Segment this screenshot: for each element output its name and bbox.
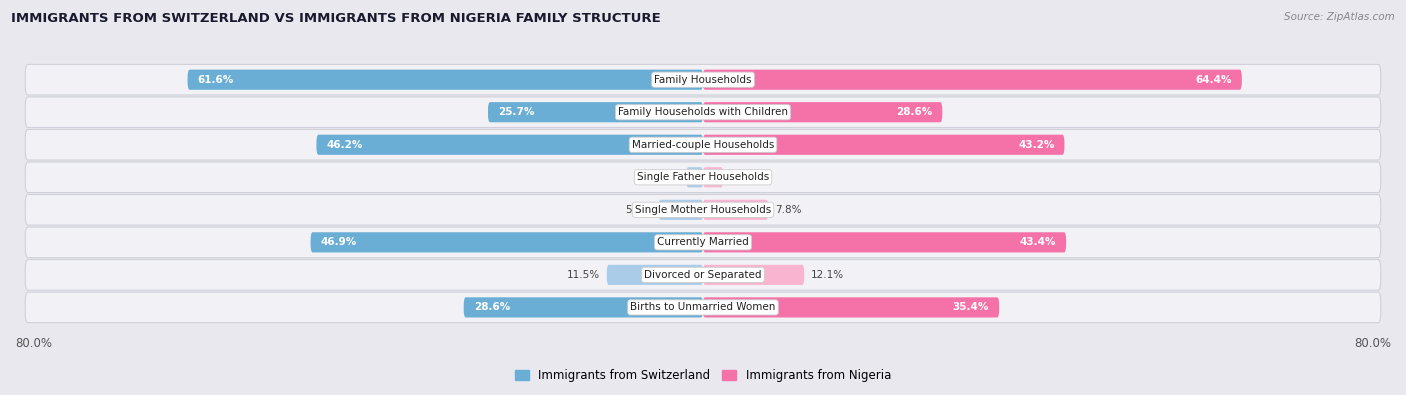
FancyBboxPatch shape bbox=[658, 200, 703, 220]
FancyBboxPatch shape bbox=[25, 194, 1381, 225]
Text: 2.0%: 2.0% bbox=[654, 172, 679, 182]
Text: 7.8%: 7.8% bbox=[775, 205, 801, 215]
Text: Source: ZipAtlas.com: Source: ZipAtlas.com bbox=[1284, 12, 1395, 22]
Legend: Immigrants from Switzerland, Immigrants from Nigeria: Immigrants from Switzerland, Immigrants … bbox=[510, 364, 896, 387]
Text: 43.4%: 43.4% bbox=[1019, 237, 1056, 247]
Text: 28.6%: 28.6% bbox=[896, 107, 932, 117]
FancyBboxPatch shape bbox=[25, 292, 1381, 323]
Text: 46.9%: 46.9% bbox=[321, 237, 357, 247]
FancyBboxPatch shape bbox=[187, 70, 703, 90]
Text: Divorced or Separated: Divorced or Separated bbox=[644, 270, 762, 280]
FancyBboxPatch shape bbox=[703, 297, 1000, 318]
Text: 2.4%: 2.4% bbox=[730, 172, 756, 182]
Text: 11.5%: 11.5% bbox=[567, 270, 600, 280]
FancyBboxPatch shape bbox=[25, 260, 1381, 290]
FancyBboxPatch shape bbox=[25, 130, 1381, 160]
Text: 5.3%: 5.3% bbox=[626, 205, 652, 215]
FancyBboxPatch shape bbox=[464, 297, 703, 318]
Text: 61.6%: 61.6% bbox=[198, 75, 233, 85]
Text: Births to Unmarried Women: Births to Unmarried Women bbox=[630, 303, 776, 312]
Text: Family Households with Children: Family Households with Children bbox=[619, 107, 787, 117]
FancyBboxPatch shape bbox=[25, 64, 1381, 95]
Text: 12.1%: 12.1% bbox=[811, 270, 844, 280]
Text: 25.7%: 25.7% bbox=[498, 107, 534, 117]
FancyBboxPatch shape bbox=[703, 102, 942, 122]
Text: 64.4%: 64.4% bbox=[1195, 75, 1232, 85]
FancyBboxPatch shape bbox=[25, 162, 1381, 193]
Text: Family Households: Family Households bbox=[654, 75, 752, 85]
FancyBboxPatch shape bbox=[25, 227, 1381, 258]
Text: IMMIGRANTS FROM SWITZERLAND VS IMMIGRANTS FROM NIGERIA FAMILY STRUCTURE: IMMIGRANTS FROM SWITZERLAND VS IMMIGRANT… bbox=[11, 12, 661, 25]
Text: Single Father Households: Single Father Households bbox=[637, 172, 769, 182]
Text: 35.4%: 35.4% bbox=[953, 303, 990, 312]
FancyBboxPatch shape bbox=[316, 135, 703, 155]
Text: Single Mother Households: Single Mother Households bbox=[636, 205, 770, 215]
FancyBboxPatch shape bbox=[703, 265, 804, 285]
FancyBboxPatch shape bbox=[703, 200, 768, 220]
Text: 28.6%: 28.6% bbox=[474, 303, 510, 312]
FancyBboxPatch shape bbox=[488, 102, 703, 122]
FancyBboxPatch shape bbox=[25, 97, 1381, 128]
FancyBboxPatch shape bbox=[703, 135, 1064, 155]
Text: Married-couple Households: Married-couple Households bbox=[631, 140, 775, 150]
FancyBboxPatch shape bbox=[703, 167, 723, 187]
FancyBboxPatch shape bbox=[686, 167, 703, 187]
Text: 43.2%: 43.2% bbox=[1018, 140, 1054, 150]
FancyBboxPatch shape bbox=[607, 265, 703, 285]
Text: Currently Married: Currently Married bbox=[657, 237, 749, 247]
FancyBboxPatch shape bbox=[703, 70, 1241, 90]
FancyBboxPatch shape bbox=[703, 232, 1066, 252]
Text: 46.2%: 46.2% bbox=[326, 140, 363, 150]
FancyBboxPatch shape bbox=[311, 232, 703, 252]
